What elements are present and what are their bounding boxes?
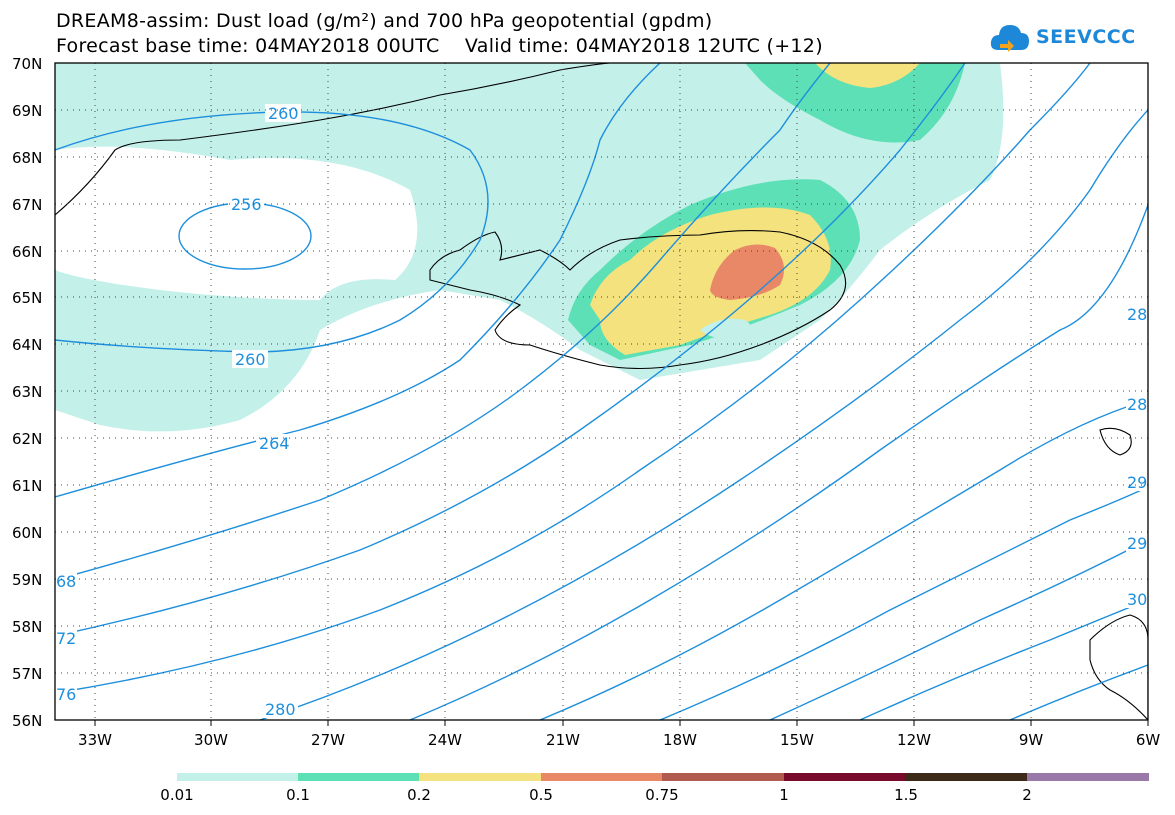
chart-subtitle: Forecast base time: 04MAY2018 00UTC Vali… — [56, 35, 823, 57]
longitude-labels: 33W 30W 27W 24W 21W 18W 15W 12W 9W 6W — [78, 731, 1160, 749]
lon-label: 18W — [663, 731, 697, 749]
colorbar-label: 0.01 — [160, 786, 193, 804]
colorbar: 0.01 0.1 0.2 0.5 0.75 1 1.5 2 — [160, 773, 1149, 804]
contour-300 — [859, 599, 1148, 720]
contour-268 — [55, 63, 831, 581]
faroe-coast — [1099, 427, 1132, 456]
seevccc-logo: SEEVCCC — [990, 18, 1136, 56]
colorbar-label: 2 — [1022, 786, 1032, 804]
latitude-labels: 70N 69N 68N 67N 66N 65N 64N 63N 62N 61N … — [12, 55, 42, 730]
colorbar-swatch — [177, 773, 298, 781]
contour-280 — [259, 109, 1148, 720]
tick-marks — [94, 720, 1149, 726]
contour-label: 30 — [1127, 590, 1147, 609]
colorbar-swatch — [784, 773, 906, 781]
lon-label: 21W — [546, 731, 580, 749]
lat-label: 58N — [12, 618, 42, 636]
lon-label: 9W — [1019, 731, 1044, 749]
greenland-coast — [55, 63, 611, 216]
colorbar-swatch — [419, 773, 541, 781]
lat-label: 68N — [12, 149, 42, 167]
coastlines — [55, 63, 1148, 720]
lon-label: 27W — [311, 731, 345, 749]
colorbar-swatch — [541, 773, 662, 781]
lat-label: 66N — [12, 243, 42, 261]
lon-label: 24W — [428, 731, 462, 749]
colorbar-label: 0.5 — [529, 786, 553, 804]
lat-label: 59N — [12, 571, 42, 589]
lat-label: 56N — [12, 712, 42, 730]
contour-264 — [55, 63, 661, 498]
contour-label: 28 — [1127, 395, 1147, 414]
lat-label: 64N — [12, 336, 42, 354]
dust-gap — [700, 318, 752, 339]
lat-label: 57N — [12, 665, 42, 683]
colorbar-label: 0.1 — [286, 786, 310, 804]
iceland-coast — [429, 230, 847, 370]
contour-272 — [55, 63, 966, 637]
lat-label: 70N — [12, 55, 42, 73]
contour-label: 68 — [56, 572, 76, 591]
lon-label: 30W — [194, 731, 228, 749]
scotland-coast — [1089, 614, 1148, 720]
contour-label: 260 — [268, 104, 299, 123]
contour-label: 280 — [265, 700, 296, 719]
dust-shading — [55, 63, 1004, 432]
contour-label: 28 — [1127, 305, 1147, 324]
lat-label: 60N — [12, 524, 42, 542]
contour-label: 72 — [56, 629, 76, 648]
dust-region-plume-orange — [710, 244, 784, 300]
chart-title: DREAM8-assim: Dust load (g/m²) and 700 h… — [56, 10, 713, 32]
geopotential-contours — [55, 63, 1148, 720]
colorbar-label: 0.2 — [407, 786, 431, 804]
lat-label: 63N — [12, 383, 42, 401]
lat-label: 61N — [12, 477, 42, 495]
contour-292 — [659, 486, 1148, 720]
contour-label-group: 260 256 260 264 280 68 72 76 28 28 29 29… — [55, 104, 1148, 719]
contour-296 — [769, 539, 1148, 720]
contour-276 — [55, 63, 1091, 694]
dust-region-north-green — [745, 63, 965, 143]
dust-region-plume-yellow — [590, 207, 831, 355]
logo-text: SEEVCCC — [1036, 26, 1136, 48]
lon-label: 15W — [780, 731, 814, 749]
lat-label: 69N — [12, 102, 42, 120]
lat-label: 62N — [12, 430, 42, 448]
contour-label: 29 — [1127, 473, 1147, 492]
cloud-icon — [990, 25, 1029, 52]
dust-region-light — [55, 63, 1004, 432]
lat-label: 65N — [12, 289, 42, 307]
colorbar-label: 0.75 — [645, 786, 678, 804]
colorbar-swatch — [662, 773, 784, 781]
contour-label: 256 — [231, 195, 262, 214]
colorbar-swatch — [298, 773, 419, 781]
colorbar-label: 1 — [779, 786, 789, 804]
contour-304 — [1009, 664, 1148, 720]
contour-label: 76 — [56, 685, 76, 704]
gridlines — [55, 63, 1148, 720]
contour-284 — [409, 204, 1148, 720]
dust-region-north-yellow — [815, 63, 920, 88]
contour-label: 260 — [235, 350, 266, 369]
lon-label: 33W — [78, 731, 112, 749]
contour-label: 264 — [259, 434, 290, 453]
contour-288 — [539, 399, 1148, 720]
plot-frame — [54, 62, 1149, 721]
lat-label: 67N — [12, 196, 42, 214]
clear-area-west — [55, 146, 418, 300]
contour-label: 29 — [1127, 534, 1147, 553]
lon-label: 12W — [897, 731, 931, 749]
colorbar-swatch — [1027, 773, 1149, 781]
colorbar-swatch — [906, 773, 1027, 781]
lon-label: 6W — [1136, 731, 1161, 749]
colorbar-label: 1.5 — [894, 786, 918, 804]
